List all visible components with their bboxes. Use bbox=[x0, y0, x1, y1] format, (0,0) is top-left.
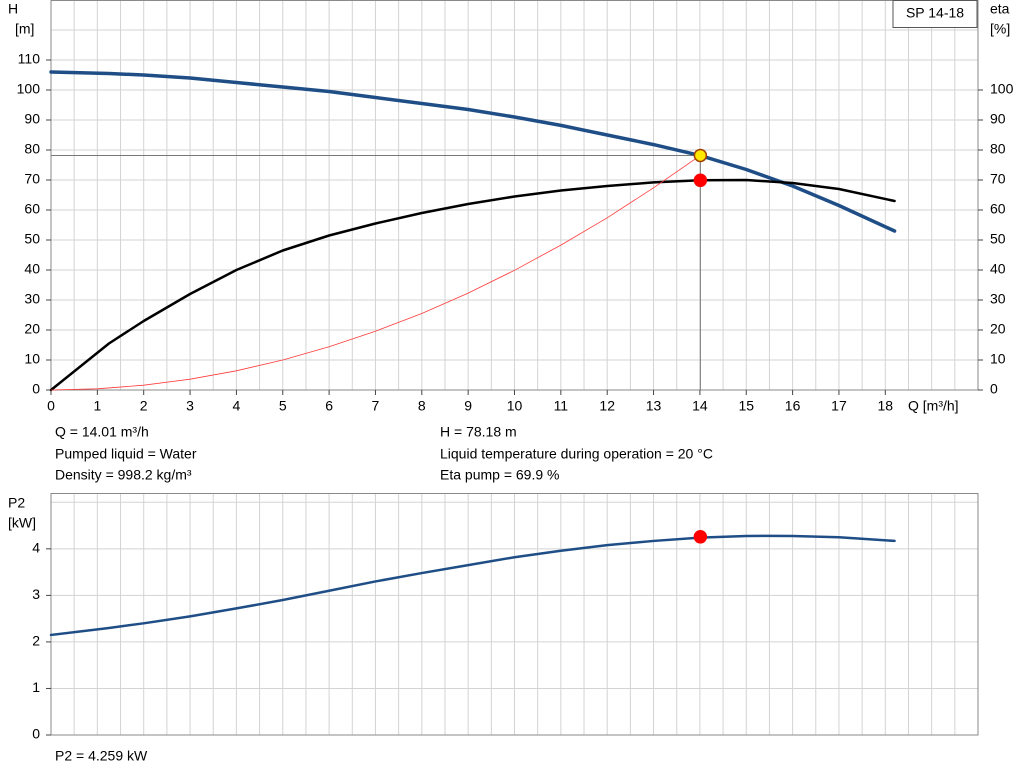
x-tick-label: 3 bbox=[186, 398, 194, 414]
x-tick-label: 9 bbox=[464, 398, 472, 414]
y-tick-label: 50 bbox=[24, 231, 40, 247]
y2-axis-label: eta bbox=[990, 1, 1010, 17]
y2-tick-label: 90 bbox=[990, 111, 1006, 127]
y-tick-label: 4 bbox=[32, 540, 40, 556]
curve-eta bbox=[49, 178, 896, 392]
y-tick-label: 80 bbox=[24, 141, 40, 157]
info-text: Density = 998.2 kg/m³ bbox=[55, 467, 192, 483]
y-tick-label: 0 bbox=[32, 726, 40, 742]
x-tick-label: 1 bbox=[93, 398, 101, 414]
plot-frame bbox=[50, 493, 979, 736]
y2-tick-label: 80 bbox=[990, 141, 1006, 157]
x-tick-label: 6 bbox=[325, 398, 333, 414]
y-tick-label: 40 bbox=[24, 261, 40, 277]
info-text: Liquid temperature during operation = 20… bbox=[440, 446, 713, 462]
x-tick-label: 11 bbox=[554, 398, 569, 414]
x-tick-label: 14 bbox=[692, 398, 708, 414]
y2-tick-label: 0 bbox=[990, 381, 998, 397]
info-text: H = 78.18 m bbox=[440, 424, 517, 440]
x-tick-label: 2 bbox=[140, 398, 148, 414]
y2-tick-label: 10 bbox=[990, 351, 1006, 367]
legend-title: SP 14-18 bbox=[906, 5, 964, 21]
y-tick-label: 10 bbox=[24, 351, 40, 367]
y-tick-label: 110 bbox=[18, 51, 41, 67]
y-tick-label: 2 bbox=[32, 633, 40, 649]
y-axis-label: [m] bbox=[15, 21, 34, 37]
curve-p2 bbox=[49, 534, 896, 637]
y-tick-label: 0 bbox=[32, 381, 40, 397]
y-tick-label: 90 bbox=[24, 111, 40, 127]
x-tick-label: 10 bbox=[507, 398, 523, 414]
operating-point bbox=[693, 148, 708, 163]
y2-tick-label: 50 bbox=[990, 231, 1006, 247]
curve-system bbox=[50, 155, 701, 391]
y-tick-label: 70 bbox=[24, 171, 40, 187]
y-tick-label: 30 bbox=[24, 291, 40, 307]
x-tick-label: 8 bbox=[418, 398, 426, 414]
x-tick-label: 16 bbox=[785, 398, 801, 414]
x-tick-label: 7 bbox=[372, 398, 380, 414]
x-tick-label: 13 bbox=[646, 398, 662, 414]
x-tick-label: 5 bbox=[279, 398, 287, 414]
y2-tick-label: 70 bbox=[990, 171, 1006, 187]
info-text: Eta pump = 69.9 % bbox=[440, 467, 559, 483]
y2-axis-label: [%] bbox=[990, 21, 1010, 37]
y-tick-label: 1 bbox=[32, 679, 40, 695]
x-tick-label: 17 bbox=[831, 398, 847, 414]
y-axis-label: [kW] bbox=[8, 515, 36, 531]
x-tick-label: 12 bbox=[599, 398, 615, 414]
y-axis-label: H bbox=[8, 1, 18, 17]
y-axis-label: P2 bbox=[8, 495, 25, 511]
y2-tick-label: 100 bbox=[990, 81, 1014, 97]
x-tick-label: 18 bbox=[878, 398, 894, 414]
y-tick-label: 3 bbox=[32, 586, 40, 602]
info-text: P2 = 4.259 kW bbox=[55, 748, 148, 764]
y-tick-label: 60 bbox=[24, 201, 40, 217]
y2-tick-label: 20 bbox=[990, 321, 1006, 337]
operating-point bbox=[693, 173, 708, 188]
curve-h bbox=[49, 70, 897, 233]
info-text: Pumped liquid = Water bbox=[55, 446, 197, 462]
legend-box bbox=[892, 0, 978, 28]
y-tick-label: 100 bbox=[17, 81, 41, 97]
info-text: Q = 14.01 m³/h bbox=[55, 424, 149, 440]
x-tick-label: 4 bbox=[233, 398, 241, 414]
y2-tick-label: 40 bbox=[990, 261, 1006, 277]
x-tick-label: 0 bbox=[47, 398, 55, 414]
x-axis-label: Q [m³/h] bbox=[908, 398, 959, 414]
y-tick-label: 20 bbox=[24, 321, 40, 337]
operating-point bbox=[693, 530, 708, 544]
y2-tick-label: 30 bbox=[990, 291, 1006, 307]
x-tick-label: 15 bbox=[738, 398, 754, 414]
y2-tick-label: 60 bbox=[990, 201, 1006, 217]
